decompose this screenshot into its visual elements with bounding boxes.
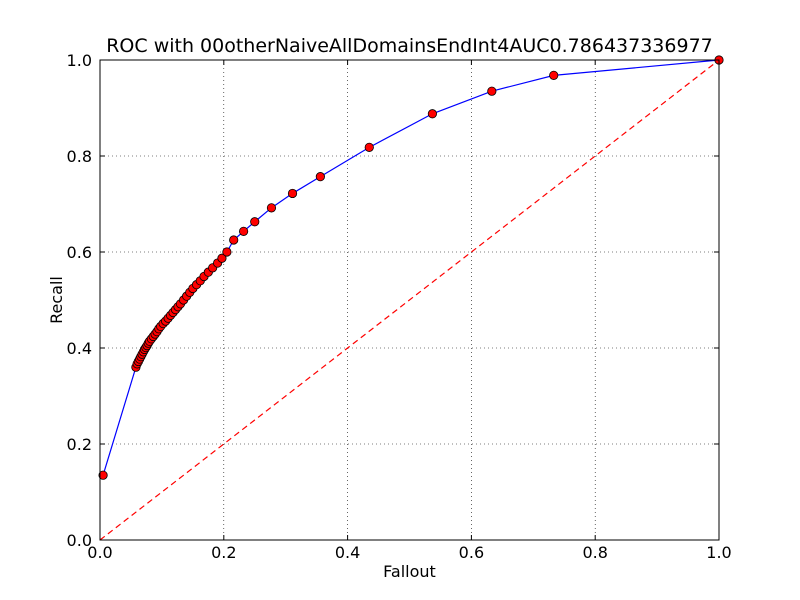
y-tick-label: 0.4 [67, 339, 92, 358]
roc-point [229, 235, 239, 245]
x-tick-label: 0.8 [582, 543, 607, 562]
x-tick-label: 0.2 [211, 543, 236, 562]
y-tick-label: 0.8 [67, 147, 92, 166]
plot-frame [99, 59, 720, 541]
roc-point [217, 253, 227, 263]
roc-point [315, 172, 325, 182]
x-tick-label: 0.4 [335, 543, 360, 562]
x-axis-label: Fallout [383, 562, 436, 581]
roc-point [364, 142, 374, 152]
chance-diagonal-line [99, 59, 720, 541]
ticks: 0.0 0.2 0.4 0.6 0.8 1.0 0.0 0.2 0.4 0.6 0.8 1.0 [67, 51, 732, 562]
roc-point [250, 217, 260, 227]
y-axis-label: Recall [47, 276, 66, 324]
chart-title: ROC with 00otherNaiveAllDomainsEndInt4AU… [106, 35, 713, 57]
roc-point [427, 109, 438, 119]
roc-point [487, 86, 497, 96]
x-tick-label: 0.0 [87, 543, 112, 562]
roc-point [549, 70, 559, 80]
y-tick-label: 1.0 [67, 51, 92, 70]
y-tick-label: 0.2 [67, 435, 92, 454]
roc-point [239, 226, 249, 236]
x-tick-label: 0.6 [459, 543, 484, 562]
roc-point [98, 470, 108, 480]
roc-point [222, 247, 232, 257]
y-tick-label: 0.6 [67, 243, 92, 262]
x-tick-label: 1.0 [706, 543, 731, 562]
roc-point [266, 203, 277, 213]
series-layer [98, 55, 724, 541]
roc-point [287, 188, 298, 199]
y-tick-label: 0.0 [67, 531, 92, 550]
